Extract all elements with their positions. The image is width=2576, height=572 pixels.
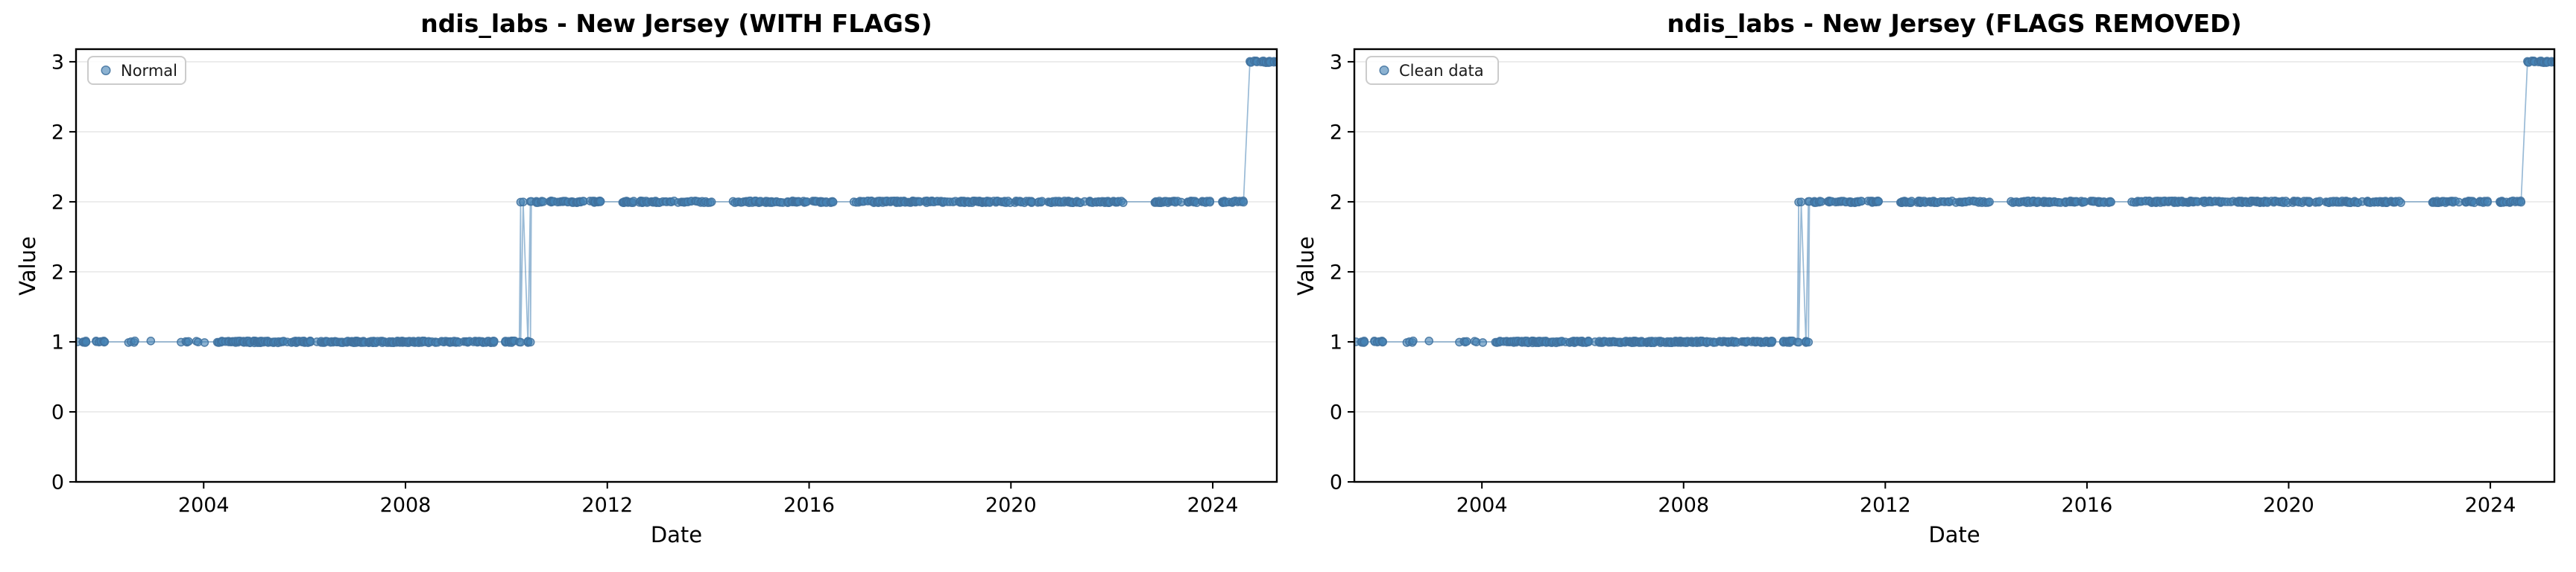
x-tick-label: 2012 — [1860, 494, 1911, 517]
y-tick-label: 2 — [1330, 121, 1342, 144]
y-tick-label: 2 — [51, 191, 64, 214]
plot-area-flags-removed: 3 2 2 2 1 0 0 2004 2008 2012 2016 2020 2024 Clean dat… — [1330, 48, 2556, 517]
scatter-point — [1409, 336, 1418, 346]
scatter-point — [130, 336, 139, 346]
scatter-point — [1239, 197, 1248, 207]
scatter-points — [1354, 56, 2554, 348]
scatter-point — [200, 338, 209, 347]
y-tick-label: 0 — [51, 401, 64, 424]
axis-ticks: 3 2 2 2 1 0 0 2004 2008 2012 2016 2020 2024 — [1330, 51, 2516, 517]
scatter-point — [2396, 198, 2405, 207]
scatter-point — [1205, 197, 1214, 207]
y-tick-label: 1 — [1330, 331, 1342, 354]
legend: Normal — [87, 56, 186, 85]
x-tick-label: 2024 — [1187, 494, 1239, 517]
scatter-point — [828, 197, 838, 207]
x-tick-label: 2024 — [2465, 494, 2516, 517]
scatter-point — [1767, 337, 1777, 346]
legend-label: Normal — [121, 62, 177, 80]
y-tick-label: 2 — [1330, 261, 1342, 284]
scatter-point — [1273, 58, 1277, 67]
scatter-point — [146, 336, 156, 346]
y-tick-label: 0 — [51, 471, 64, 495]
scatter-points — [76, 56, 1277, 348]
data-layer — [76, 56, 1277, 348]
scatter-point — [1985, 197, 1994, 206]
scatter-point — [1119, 198, 1128, 207]
scatter-point — [2551, 58, 2554, 67]
y-tick-label: 2 — [51, 261, 64, 284]
axis-ticks: 3 2 2 2 1 0 0 2004 2008 2012 2016 2020 2024 — [51, 51, 1239, 517]
x-tick-label: 2008 — [1658, 494, 1709, 517]
scatter-point — [1478, 338, 1488, 347]
axis-frame — [1353, 48, 2556, 483]
y-tick-label: 3 — [1330, 51, 1342, 74]
plot-area-with-flags: 3 2 2 2 1 0 0 2004 2008 2012 2016 2020 2024 Normal — [51, 48, 1278, 517]
scatter-point — [1424, 336, 1433, 346]
chart-title-with-flags: ndis_labs - New Jersey (WITH FLAGS) — [420, 9, 932, 38]
scatter-point — [516, 337, 525, 347]
scatter-point — [1874, 197, 1884, 206]
scatter-point — [1796, 197, 1806, 207]
y-tick-label: 2 — [1330, 191, 1342, 214]
x-axis-label-right: Date — [1928, 522, 1980, 547]
x-tick-label: 2008 — [380, 494, 432, 517]
y-tick-label: 0 — [1330, 401, 1342, 424]
legend: Clean data — [1366, 56, 1499, 85]
scatter-point — [519, 197, 528, 207]
scatter-point — [184, 337, 193, 346]
x-tick-label: 2012 — [581, 494, 633, 517]
scatter-point — [2516, 197, 2526, 207]
scatter-point — [490, 337, 499, 346]
legend-marker — [101, 65, 111, 75]
scatter-point — [2483, 197, 2493, 207]
scatter-point — [1804, 337, 1813, 347]
scatter-point — [2106, 197, 2115, 207]
x-axis-label-left: Date — [650, 522, 703, 547]
scatter-point — [1360, 337, 1369, 347]
y-tick-label: 1 — [51, 331, 64, 354]
scatter-point — [525, 337, 535, 347]
x-tick-label: 2020 — [985, 494, 1037, 517]
legend-box — [1366, 56, 1499, 85]
scatter-point — [596, 197, 605, 206]
scatter-point — [81, 337, 91, 347]
x-tick-label: 2016 — [783, 494, 835, 517]
chart-title-flags-removed: ndis_labs - New Jersey (FLAGS REMOVED) — [1667, 9, 2242, 38]
legend-box — [87, 56, 186, 85]
axis-frame — [75, 48, 1278, 483]
x-tick-label: 2020 — [2263, 494, 2314, 517]
scatter-point — [1378, 337, 1388, 346]
legend-marker — [1379, 65, 1389, 75]
x-tick-label: 2004 — [1456, 494, 1508, 517]
gridlines — [1354, 61, 2554, 483]
y-tick-label: 2 — [51, 121, 64, 144]
legend-label: Clean data — [1399, 62, 1484, 80]
y-tick-label: 3 — [51, 51, 64, 74]
scatter-point — [1462, 337, 1471, 346]
data-layer — [1354, 56, 2554, 348]
scatter-point — [707, 197, 716, 206]
scatter-point — [100, 337, 110, 346]
gridlines — [76, 61, 1277, 483]
x-tick-label: 2016 — [2062, 494, 2113, 517]
scatter-point — [1794, 337, 1804, 347]
y-tick-label: 0 — [1330, 471, 1342, 495]
x-tick-label: 2004 — [178, 494, 230, 517]
